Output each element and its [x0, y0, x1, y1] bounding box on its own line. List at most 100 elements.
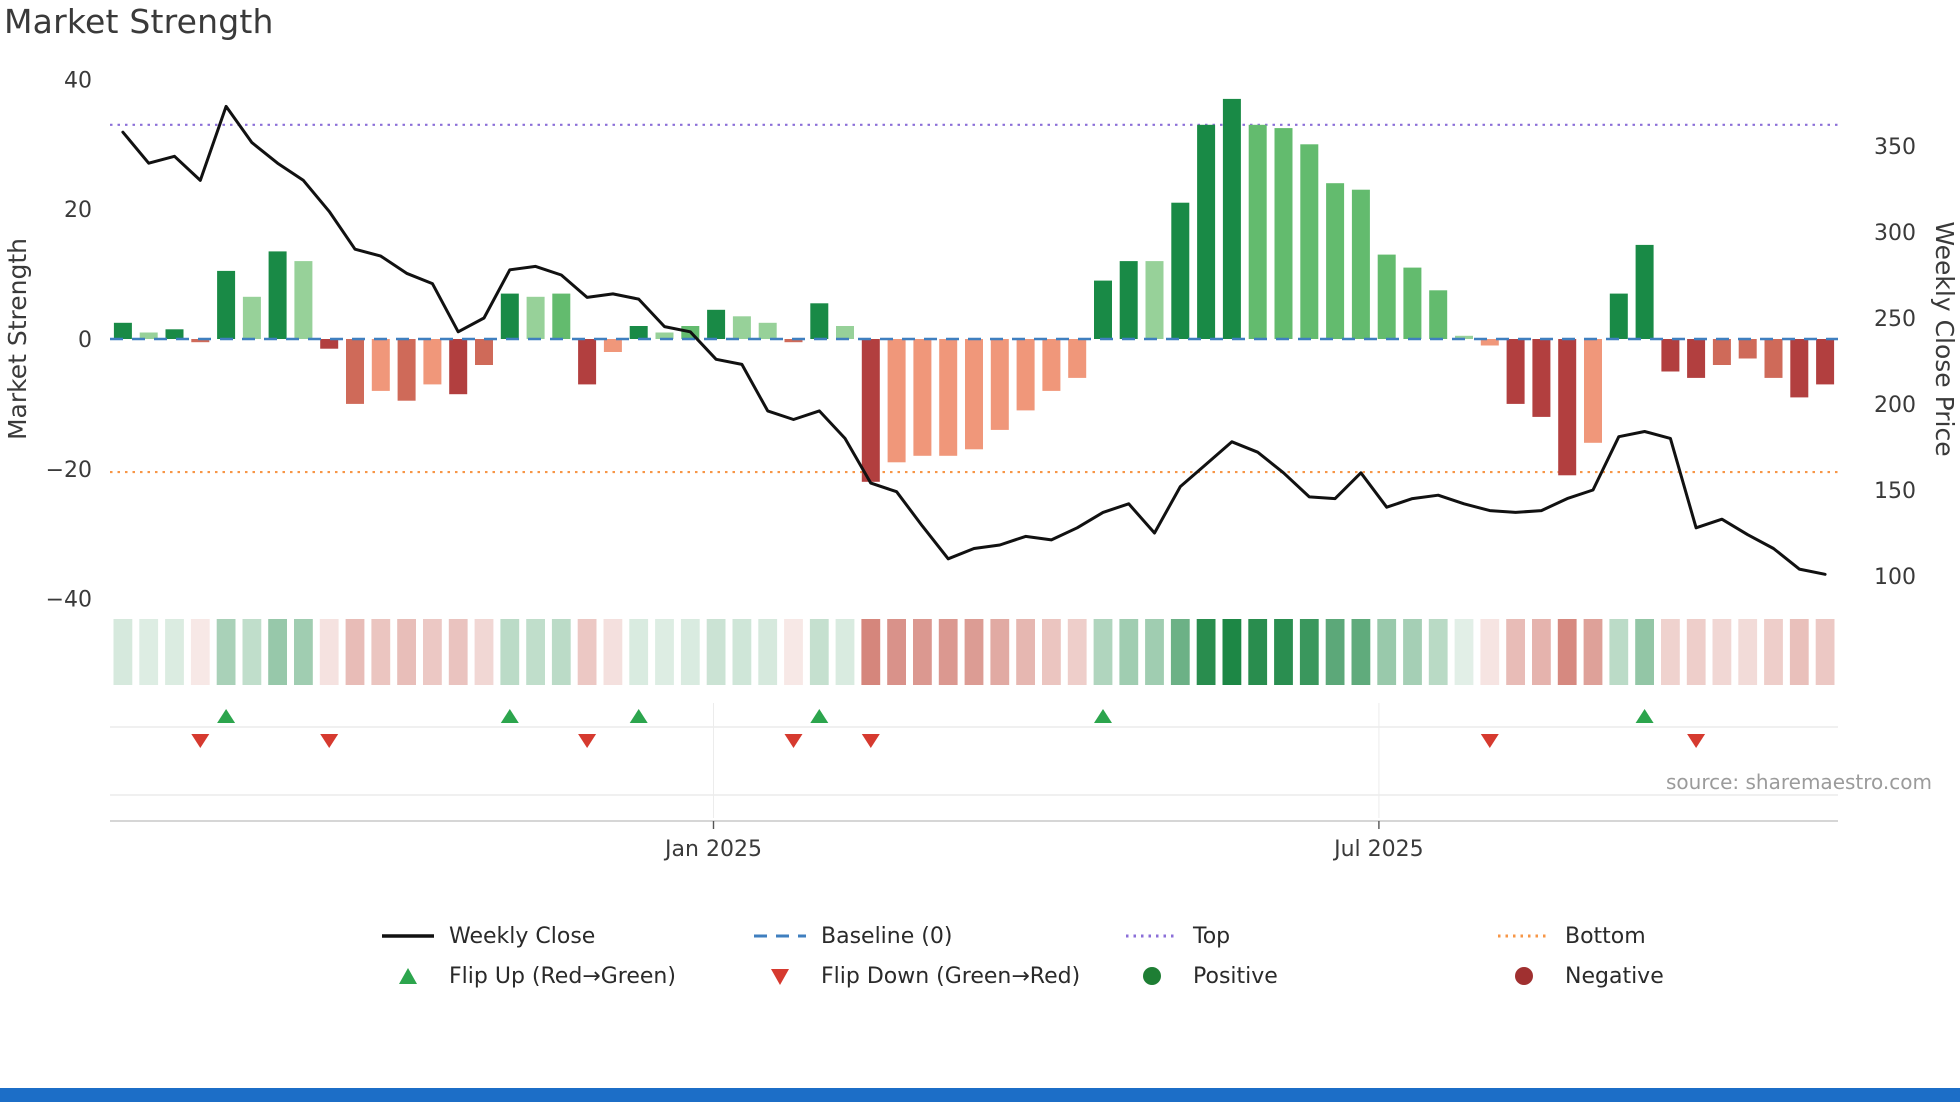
strength-bar	[887, 339, 906, 463]
strength-bar	[1584, 339, 1602, 443]
strength-bar	[449, 339, 468, 395]
flip-up-marker-icon	[500, 709, 519, 723]
legend-label: Positive	[1193, 963, 1278, 989]
strength-bar	[784, 339, 803, 343]
strength-bar	[191, 339, 210, 343]
heatmap-cell	[1609, 619, 1629, 685]
heatmap-cell	[448, 619, 468, 685]
strength-bar	[423, 339, 442, 385]
strength-bar	[552, 293, 571, 339]
heatmap-cell	[1299, 619, 1319, 685]
source-note: source: sharemaestro.com	[1666, 770, 1932, 794]
strength-bar	[836, 326, 854, 339]
heatmap-cell	[1222, 619, 1242, 685]
strength-bar	[810, 303, 829, 339]
strength-bar	[707, 309, 726, 339]
flip-down-marker-icon	[191, 734, 210, 748]
left-axis-tick-label: 0	[78, 328, 92, 353]
legend-item-baseline: Baseline (0)	[752, 924, 1124, 949]
strength-bar	[1326, 183, 1345, 339]
strength-bar	[500, 293, 519, 339]
heatmap-cell	[526, 619, 545, 685]
positive-dot-icon	[1143, 967, 1161, 985]
strength-bar	[397, 339, 416, 401]
flip-up-triangle-icon	[399, 968, 417, 984]
heatmap-cell	[732, 619, 752, 685]
strength-bar	[1377, 254, 1396, 339]
strength-bar	[1171, 202, 1190, 339]
heatmap-cell	[1351, 619, 1371, 685]
heatmap-cell	[1712, 619, 1732, 685]
strength-bar	[990, 339, 1009, 430]
strength-bar	[113, 322, 132, 339]
strength-bar	[1300, 144, 1319, 339]
strength-bar	[1712, 339, 1731, 365]
strength-bar	[320, 339, 339, 349]
heatmap-cell	[1583, 619, 1603, 685]
bottom-dotted-line-icon	[1498, 934, 1550, 938]
legend-label: Bottom	[1565, 923, 1646, 949]
strength-bar	[1480, 339, 1499, 346]
heatmap-cell	[938, 619, 958, 685]
heatmap-cell	[294, 619, 313, 685]
flip-down-triangle-icon	[771, 969, 789, 985]
strength-bar	[1738, 339, 1757, 359]
heatmap-cell	[887, 619, 906, 685]
negative-dot-icon	[1515, 967, 1533, 985]
heatmap-cell	[1377, 619, 1397, 685]
strength-bar	[1661, 339, 1680, 372]
strength-bar	[1429, 290, 1448, 339]
heatmap-cell	[268, 619, 287, 685]
strength-bar	[1197, 124, 1216, 339]
strength-bar	[475, 339, 493, 365]
legend-label: Flip Up (Red→Green)	[449, 963, 676, 989]
right-axis-tick-label: 100	[1874, 565, 1916, 590]
strength-bar	[655, 332, 674, 339]
heatmap-strip	[113, 619, 1835, 685]
strength-bar	[1222, 98, 1241, 340]
heatmap-cell	[551, 619, 571, 685]
strength-bar	[1016, 339, 1035, 411]
flip-up-marker-icon	[810, 709, 829, 723]
flip-down-marker-icon	[861, 734, 880, 748]
heatmap-cell	[371, 619, 391, 685]
legend-row-2: Flip Up (Red→Green) Flip Down (Green→Red…	[380, 956, 1900, 996]
strength-bar	[139, 332, 158, 339]
heatmap-cell	[1274, 619, 1293, 685]
chart-title: Market Strength	[4, 2, 274, 41]
legend-item-flip-up: Flip Up (Red→Green)	[380, 964, 752, 989]
legend-item-flip-down: Flip Down (Green→Red)	[752, 964, 1124, 989]
heatmap-cell	[1119, 619, 1139, 685]
strength-bar	[1068, 339, 1087, 378]
heatmap-cell	[1557, 619, 1577, 685]
legend-item-negative: Negative	[1496, 964, 1868, 989]
heatmap-cell	[629, 619, 649, 685]
heatmap-cell	[1170, 619, 1190, 685]
strength-bar	[1532, 339, 1551, 417]
legend-label: Baseline (0)	[821, 923, 953, 949]
strength-bar	[1248, 124, 1267, 339]
strength-bars	[113, 98, 1835, 482]
heatmap-cell	[1480, 619, 1500, 685]
heatmap-cell	[1661, 619, 1680, 685]
strength-bar	[1687, 339, 1706, 378]
heatmap-cell	[1635, 619, 1654, 685]
heatmap-cell	[1764, 619, 1783, 685]
y-axis-right: 350 300 250 200 150 100	[1874, 135, 1916, 590]
heatmap-cell	[139, 619, 159, 685]
legend-item-weekly-close: Weekly Close	[380, 924, 752, 949]
left-axis-tick-label: 20	[64, 198, 92, 223]
heatmap-cell	[242, 619, 262, 685]
heatmap-cell	[1815, 619, 1835, 685]
strength-bar	[1609, 293, 1628, 339]
left-axis-tick-label: 40	[64, 68, 92, 93]
x-axis-tick-label: Jul 2025	[1332, 837, 1424, 862]
heatmap-cell	[165, 619, 184, 685]
flip-down-marker-icon	[320, 734, 339, 748]
right-axis-tick-label: 200	[1874, 393, 1916, 418]
legend-label: Weekly Close	[449, 923, 596, 949]
strength-bar	[165, 329, 184, 339]
strength-bar	[861, 339, 880, 482]
